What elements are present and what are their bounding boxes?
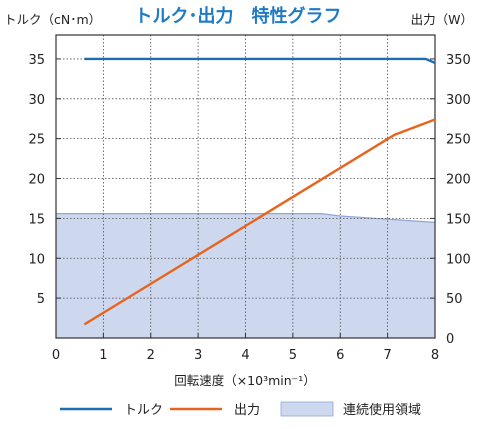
x-tick-label-2: 2 (147, 348, 155, 363)
x-tick-label-6: 6 (336, 348, 344, 363)
y-left-tick-label-25: 25 (28, 133, 45, 148)
y-right-tick-label-350: 350 (446, 53, 471, 68)
series-line-トルク (84, 57, 436, 65)
y-right-tick-label-250: 250 (446, 133, 471, 148)
y-left-tick-label-35: 35 (28, 53, 45, 68)
legend-label-area: 連続使用領域 (343, 402, 421, 418)
area-continuous-edge (56, 213, 436, 223)
y-left-tick-label-20: 20 (28, 173, 45, 188)
y-right-axis-label: 出力（W） (411, 12, 473, 27)
y-left-tick-label-15: 15 (28, 212, 45, 227)
x-tick-label-3: 3 (194, 348, 202, 363)
legend-label-power: 出力 (234, 403, 260, 418)
chart-title: トルク･出力 特性グラフ (135, 5, 342, 27)
x-tick-label-8: 8 (431, 348, 439, 363)
x-tick-label-4: 4 (241, 348, 249, 363)
x-tick-label-0: 0 (52, 348, 60, 363)
x-axis-label: 回転速度（×10³min⁻¹） (174, 373, 316, 388)
legend-label-torque: トルク (124, 403, 163, 418)
area-continuous-region (56, 213, 435, 338)
y-right-tick-label-200: 200 (446, 173, 471, 188)
y-left-tick-label-30: 30 (28, 93, 45, 108)
y-right-tick-label-150: 150 (446, 212, 471, 227)
y-left-axis-label: トルク（cN･m） (4, 12, 101, 27)
x-tick-label-5: 5 (289, 348, 297, 363)
y-right-tick-label-50: 50 (446, 292, 463, 307)
y-left-tick-label-10: 10 (28, 252, 45, 267)
legend-swatch-area (280, 401, 334, 417)
series-line-出力 (83, 118, 436, 326)
y-right-tick-label-300: 300 (446, 93, 471, 108)
y-right-tick-label-100: 100 (446, 252, 471, 267)
y-right-tick-label-0: 0 (446, 332, 454, 347)
x-tick-label-1: 1 (99, 348, 107, 363)
y-left-tick-label-5: 5 (37, 292, 45, 307)
x-tick-label-7: 7 (383, 348, 391, 363)
